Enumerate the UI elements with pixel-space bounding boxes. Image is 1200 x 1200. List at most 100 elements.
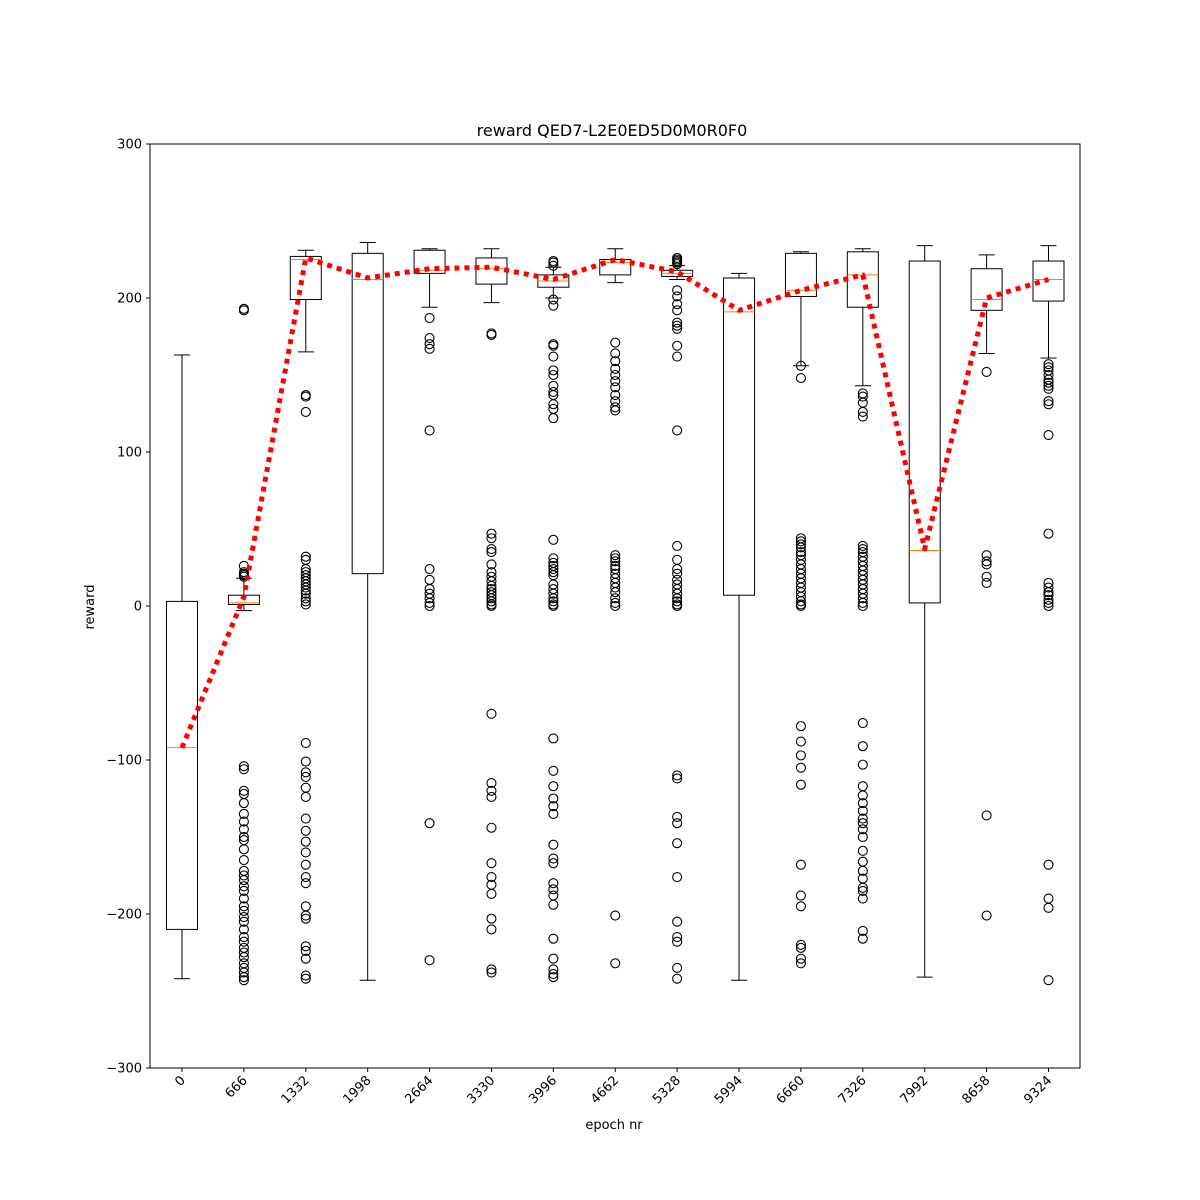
outlier-point [300,596,311,607]
box [1032,260,1065,302]
outlier-point [238,831,249,843]
outlier-point [1043,859,1054,870]
outlier-point [1043,399,1054,410]
box-group-8658 [970,254,1003,921]
outlier-point [610,389,621,401]
outlier-point [672,932,683,943]
outlier-point [238,936,249,947]
y-tick-label: −100 [106,754,142,769]
outlier-point [238,785,249,796]
outlier-point [672,340,683,351]
y-tick-label: 300 [117,138,142,153]
box-group-5328 [661,252,694,984]
outlier-point [486,785,497,796]
outlier-point [795,750,806,761]
outlier-point [795,539,806,550]
outlier-point [486,596,497,607]
outlier-point [610,582,621,593]
outlier-point [548,413,559,424]
plot-content [166,242,1065,986]
outlier-point [238,893,249,904]
outlier-point [486,888,497,900]
outlier-point [238,875,249,886]
outlier-point [548,853,559,864]
outlier-point [300,551,311,562]
box-group-9324 [1032,245,1065,986]
outlier-point [238,952,249,963]
outlier-point [672,259,683,270]
outlier-point [857,406,868,418]
outlier-point [857,600,868,612]
box-group-1998 [351,242,384,981]
y-axis-label: reward [83,584,98,629]
outlier-point [610,550,621,561]
y-tick-label: 100 [117,446,142,461]
y-tick-label: −200 [106,908,142,923]
outlier-point [300,567,311,578]
outlier-point [300,791,311,803]
outlier-point [300,941,311,952]
outlier-point [238,924,249,935]
outlier-point [857,885,868,896]
box [413,249,446,274]
outlier-point [548,953,559,964]
outlier-point [672,305,683,316]
outlier-point [300,913,311,924]
outlier-point [610,910,621,921]
outlier-point [1043,528,1054,539]
outlier-point [548,933,559,944]
box-group-2664 [413,248,446,966]
outlier-point [486,528,497,539]
outlier-point [300,836,311,847]
outlier-point [857,845,868,856]
outlier-point [857,741,868,752]
box [908,260,941,604]
outlier-point [610,593,621,604]
y-tick-label: −300 [106,1062,142,1077]
outlier-point [486,924,497,935]
outlier-point [981,910,992,921]
outlier-point [857,759,868,770]
outlier-point [857,391,868,402]
outlier-point [610,600,621,612]
outlier-point [1043,600,1054,612]
outlier-point [238,901,249,912]
outlier-point [857,933,868,944]
outlier-point [424,332,435,344]
box [970,268,1003,311]
outlier-point [548,386,559,397]
outlier-point [1043,582,1054,593]
outlier-point [424,600,435,612]
outlier-point [300,570,311,581]
outlier-point [300,767,311,778]
outlier-point [672,351,683,362]
outlier-point [300,389,311,401]
outlier-point [424,563,435,575]
outlier-point [610,337,621,348]
box [723,277,756,596]
outlier-point [795,721,806,732]
box-group-1332 [289,249,322,984]
outlier-point [300,599,311,610]
outlier-point [795,939,806,950]
outlier-point [672,596,683,607]
outlier-point [238,567,249,578]
outlier-point [1043,359,1054,370]
outlier-point [238,885,249,896]
outlier-point [548,257,559,268]
outlier-point [672,916,683,927]
outlier-point [300,738,311,749]
outlier-point [548,793,559,804]
outlier-point [238,932,249,943]
outlier-point [300,859,311,870]
outlier-point [672,540,683,551]
outlier-point [1043,587,1054,598]
outlier-point [548,733,559,744]
outlier-point [672,317,683,328]
outlier-point [238,870,249,881]
outlier-point [300,945,311,957]
outlier-point [486,967,497,978]
outlier-point [795,360,806,371]
outlier-point [1043,975,1054,986]
